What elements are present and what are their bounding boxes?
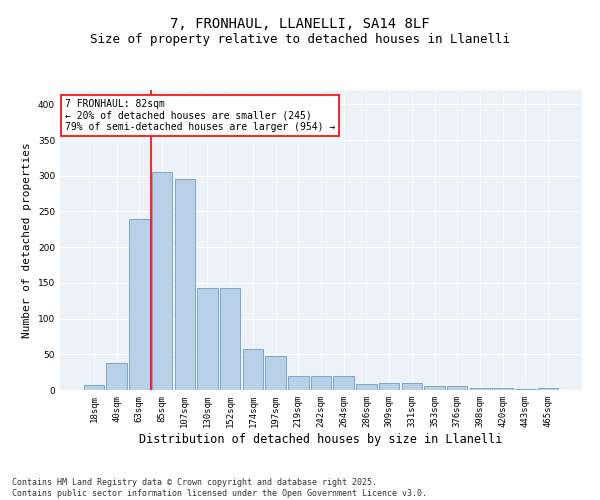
Bar	[424, 386, 445, 390]
Bar	[242, 350, 263, 390]
Bar	[447, 386, 467, 390]
Bar	[106, 363, 127, 390]
Bar	[356, 384, 377, 390]
Bar	[334, 376, 354, 390]
Bar	[197, 288, 218, 390]
Text: 7, FRONHAUL, LLANELLI, SA14 8LF: 7, FRONHAUL, LLANELLI, SA14 8LF	[170, 18, 430, 32]
Bar	[311, 376, 331, 390]
Bar	[470, 388, 490, 390]
Y-axis label: Number of detached properties: Number of detached properties	[22, 142, 32, 338]
Bar	[129, 218, 149, 390]
Bar	[401, 383, 422, 390]
Bar	[538, 388, 558, 390]
Text: 7 FRONHAUL: 82sqm
← 20% of detached houses are smaller (245)
79% of semi-detache: 7 FRONHAUL: 82sqm ← 20% of detached hous…	[65, 99, 335, 132]
Bar	[152, 172, 172, 390]
Text: Size of property relative to detached houses in Llanelli: Size of property relative to detached ho…	[90, 32, 510, 46]
Bar	[288, 376, 308, 390]
Bar	[379, 383, 400, 390]
Bar	[84, 385, 104, 390]
Bar	[220, 288, 241, 390]
Text: Contains HM Land Registry data © Crown copyright and database right 2025.
Contai: Contains HM Land Registry data © Crown c…	[12, 478, 427, 498]
X-axis label: Distribution of detached houses by size in Llanelli: Distribution of detached houses by size …	[139, 432, 503, 446]
Bar	[175, 180, 195, 390]
Bar	[265, 356, 286, 390]
Bar	[493, 388, 513, 390]
